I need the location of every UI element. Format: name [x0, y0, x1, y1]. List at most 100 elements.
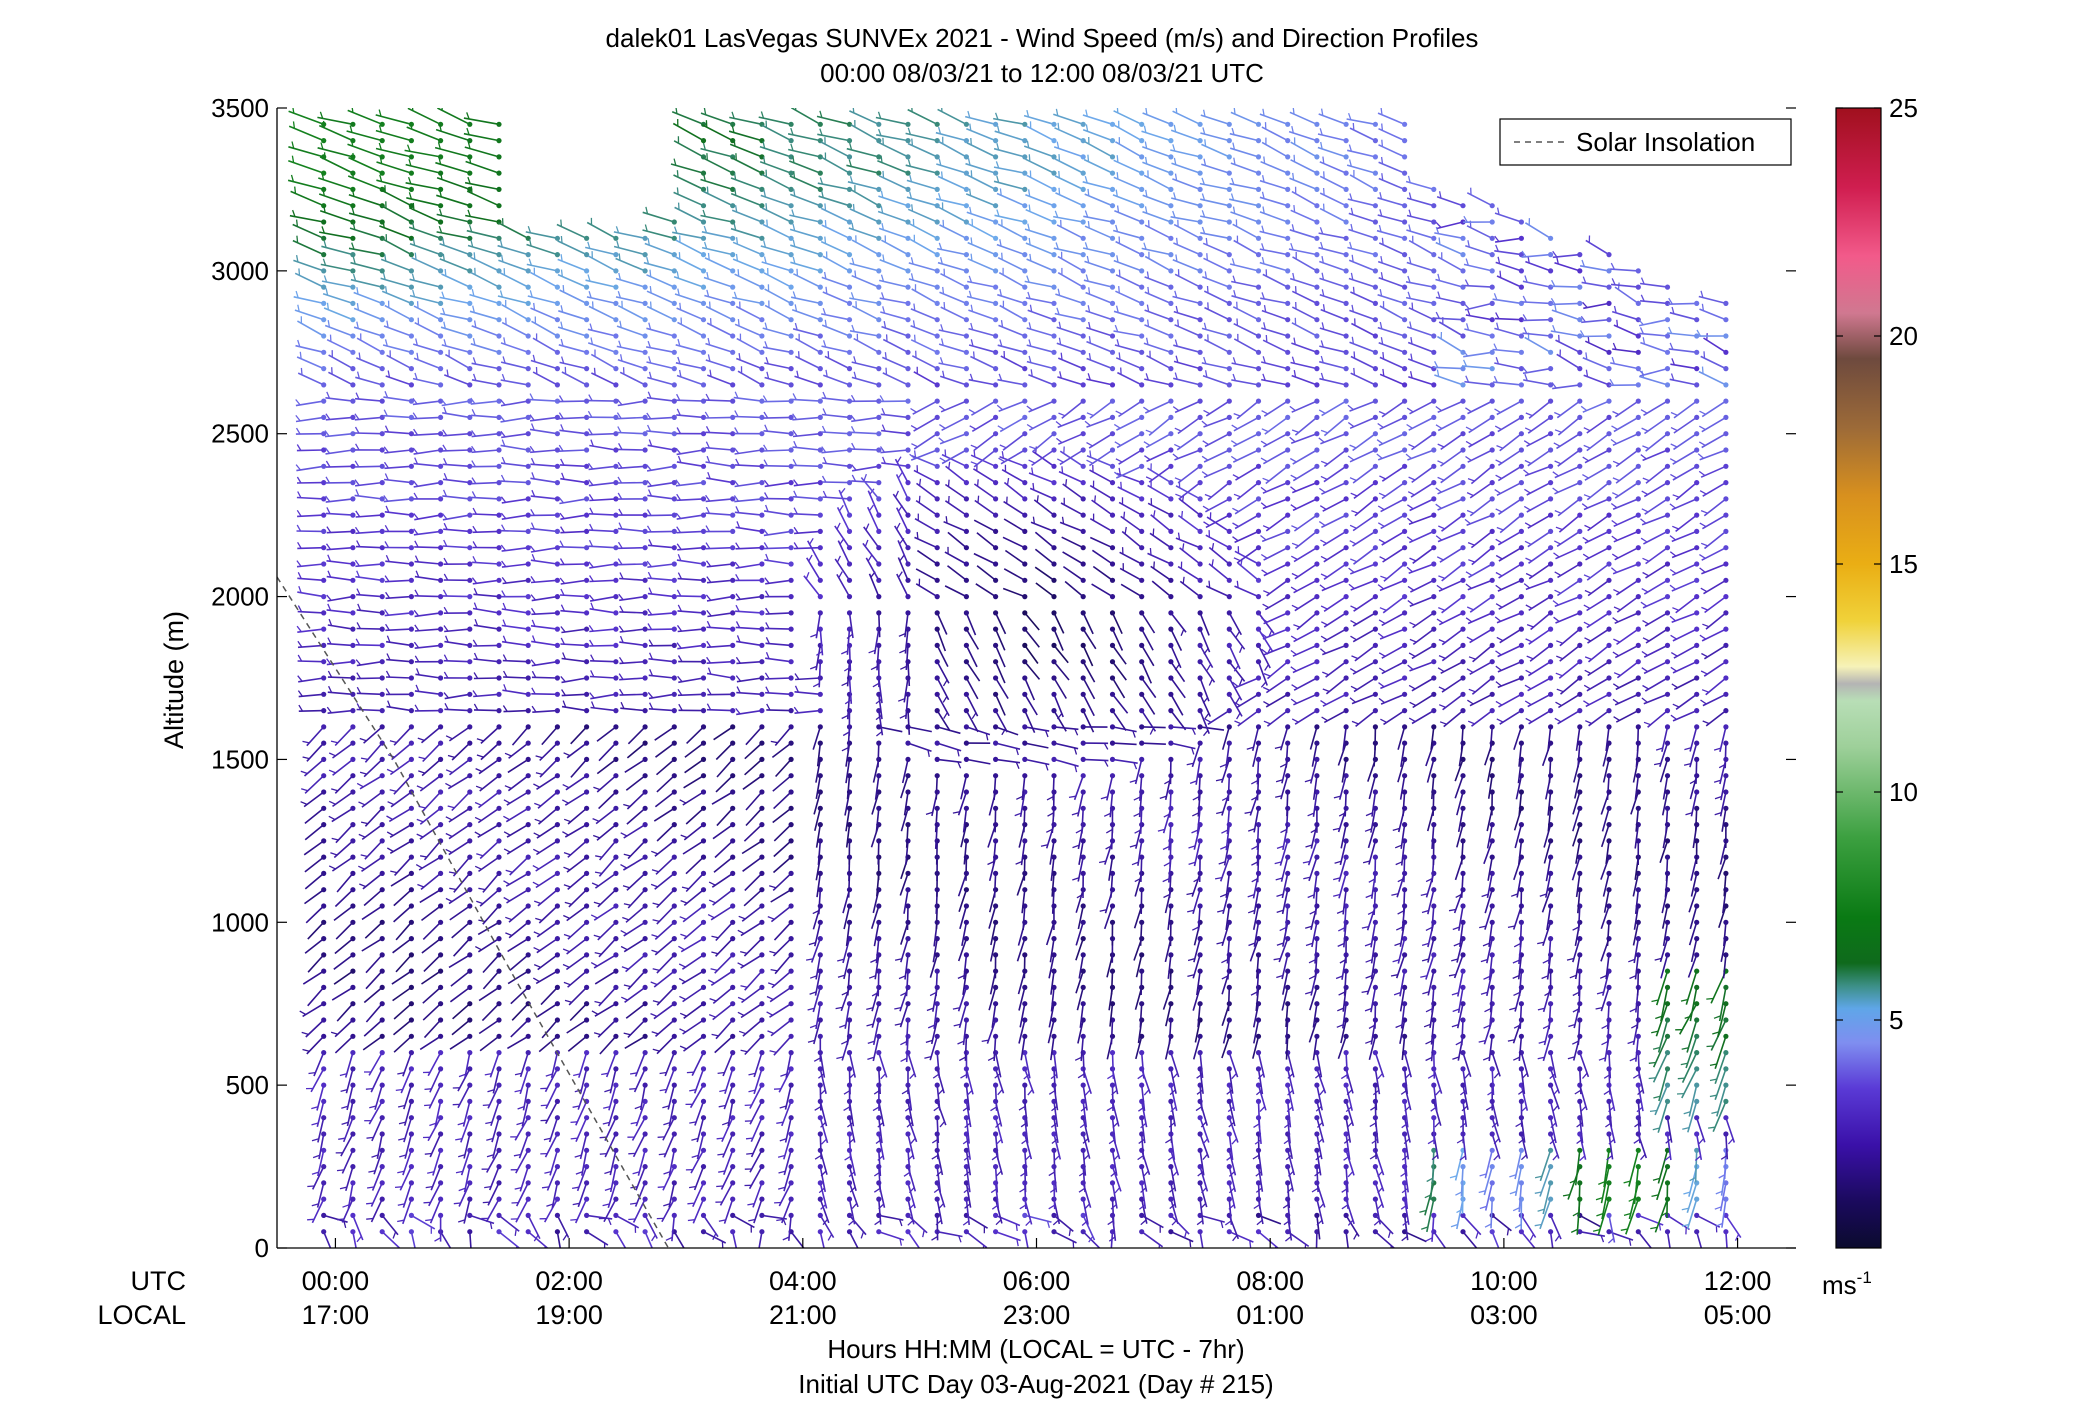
wind-barb [566, 905, 588, 922]
wind-barb-feather [718, 1104, 726, 1108]
wind-barb [822, 462, 850, 468]
wind-barb-feather [406, 144, 411, 152]
wind-barb [355, 644, 383, 647]
wind-barb-dot [934, 447, 940, 453]
wind-barb-feather [441, 513, 448, 520]
wind-barb-feather [418, 805, 426, 809]
wind-barb [964, 1036, 968, 1061]
wind-barb [347, 109, 383, 126]
wind-barb-feather [681, 886, 689, 890]
wind-barb-dot [584, 447, 590, 453]
wind-barb [356, 337, 383, 353]
wind-barb-feather [840, 487, 846, 495]
wind-barb-dot [554, 903, 561, 909]
wind-barb-dot [730, 480, 736, 486]
wind-barb-feather [943, 301, 946, 310]
wind-barb-dot [467, 528, 473, 535]
wind-barb [850, 448, 879, 451]
wind-barb [346, 1101, 354, 1127]
wind-barb-dot [817, 414, 823, 420]
wind-barb-dot [408, 170, 414, 176]
wind-barb [478, 1019, 500, 1035]
wind-barb-dot [496, 528, 502, 535]
wind-barb-feather [678, 703, 683, 711]
wind-barb-feather [439, 189, 442, 197]
wind-barb-dot [905, 382, 911, 388]
wind-barb-feather [411, 1254, 416, 1259]
wind-barb [532, 371, 558, 386]
wind-barb [696, 1117, 705, 1143]
wind-barb-dot [759, 1212, 765, 1218]
wind-barb-dot [700, 1098, 707, 1104]
wind-barb-dot [408, 708, 414, 714]
wind-barb-dot [759, 366, 765, 372]
wind-barb [527, 1215, 541, 1240]
wind-barb [491, 1117, 500, 1143]
wind-barb-dot [700, 577, 707, 583]
wind-barb-feather [688, 1185, 697, 1189]
wind-barb-feather [623, 803, 631, 808]
wind-barb [472, 513, 500, 516]
wind-barb [471, 449, 500, 454]
wind-barb-feather [297, 572, 302, 579]
wind-barb-feather [472, 305, 475, 313]
wind-barb-dot [671, 773, 677, 779]
wind-barb [784, 1084, 792, 1110]
wind-barb-dot [993, 773, 999, 779]
wind-barb-feather [708, 899, 716, 904]
wind-barb [613, 245, 646, 256]
wind-barb-feather [505, 932, 513, 937]
wind-barb [815, 954, 822, 980]
wind-barb-dot [1051, 675, 1057, 681]
wind-barb [615, 277, 646, 288]
wind-barb-feather [648, 356, 652, 364]
wind-barb-feather [292, 121, 296, 129]
wind-barb-dot [1051, 219, 1057, 225]
wind-barb [590, 353, 617, 370]
wind-barb [791, 309, 821, 321]
wind-barb-dot [730, 984, 736, 991]
wind-barb-dot [613, 1098, 619, 1104]
wind-barb-feather [300, 801, 308, 805]
wind-barb-feather [618, 253, 621, 261]
wind-barb-feather [865, 523, 870, 531]
wind-barb-dot [613, 268, 619, 274]
wind-barb [317, 1150, 325, 1177]
wind-barb-feather [325, 460, 331, 468]
wind-barb [736, 337, 763, 354]
wind-barb-dot [554, 740, 561, 746]
wind-barb [436, 231, 470, 240]
wind-barb-dot [759, 789, 765, 795]
wind-barb [877, 971, 880, 997]
wind-barb-feather [752, 1253, 759, 1256]
wind-barb-dot [934, 186, 940, 192]
wind-barb-dot [876, 1066, 882, 1072]
wind-barb [761, 207, 792, 223]
wind-barb-feather [560, 356, 565, 364]
wind-barb-dot [1022, 740, 1028, 746]
wind-barb-dot [671, 903, 677, 909]
wind-barb-dot [438, 822, 444, 828]
wind-barb-dot [467, 512, 473, 518]
wind-barb-feather [735, 593, 741, 600]
wind-barb-dot [379, 463, 385, 469]
wind-barb-dot [554, 252, 561, 258]
wind-barb-feather [765, 651, 770, 659]
wind-barb [706, 644, 733, 649]
wind-barb-dot [993, 252, 999, 258]
wind-barb-dot [467, 1017, 473, 1023]
wind-barb-dot [759, 675, 765, 681]
wind-barb-dot [934, 577, 940, 583]
wind-barb [878, 1117, 883, 1144]
wind-barb [472, 607, 500, 614]
wind-barb-dot [671, 561, 677, 567]
wind-barb-feather [846, 1122, 854, 1128]
wind-barb [589, 628, 616, 633]
wind-barb [743, 824, 763, 842]
wind-barb-dot [730, 1196, 736, 1202]
wind-barb-feather [705, 542, 711, 549]
wind-barb-dot [321, 708, 327, 714]
wind-barb [706, 579, 733, 584]
wind-barb-dot [700, 1033, 707, 1039]
